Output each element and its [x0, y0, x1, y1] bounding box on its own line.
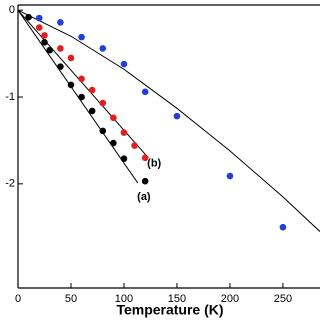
data-point	[78, 93, 85, 101]
fit-line	[17, 9, 149, 159]
data-point	[226, 172, 234, 180]
data-point	[57, 45, 64, 52]
x-tick-label: 100	[115, 293, 133, 305]
data-point	[57, 63, 64, 70]
data-point	[141, 177, 149, 185]
data-point	[25, 13, 32, 21]
data-point	[88, 86, 96, 94]
data-point	[67, 81, 75, 89]
data-point	[120, 60, 128, 68]
data-point	[120, 155, 128, 162]
x-tick-label: 50	[65, 293, 77, 305]
x-tick-label: 150	[168, 293, 186, 305]
data-point	[279, 223, 287, 231]
data-point	[67, 54, 75, 62]
y-tick-label: -2	[5, 178, 15, 190]
series-label: (b)	[147, 158, 161, 170]
data-point	[35, 14, 43, 22]
data-point	[141, 154, 149, 162]
data-point	[41, 32, 48, 39]
y-tick-label: 0	[9, 4, 15, 16]
data-point	[99, 99, 107, 107]
data-point	[35, 24, 43, 31]
data-point	[57, 19, 64, 26]
x-axis-label: Temperature (K)	[116, 302, 223, 318]
fit-line	[17, 9, 320, 232]
data-point	[173, 112, 181, 120]
data-point	[99, 127, 107, 135]
data-point	[41, 39, 48, 46]
x-tick-label: 200	[221, 293, 239, 305]
data-point	[110, 139, 117, 147]
y-tick-label: -1	[5, 91, 15, 103]
x-tick-label: 250	[274, 293, 292, 305]
series-label: (a)	[137, 191, 151, 203]
data-point	[120, 129, 128, 136]
data-point	[141, 88, 149, 96]
data-point	[46, 46, 54, 54]
data-point	[99, 45, 107, 52]
data-point	[131, 142, 138, 149]
data-point	[78, 33, 85, 41]
data-point	[110, 114, 117, 122]
fit-line	[17, 9, 139, 184]
data-point	[78, 75, 85, 83]
data-point	[88, 107, 96, 115]
x-tick-label: 0	[15, 293, 21, 305]
